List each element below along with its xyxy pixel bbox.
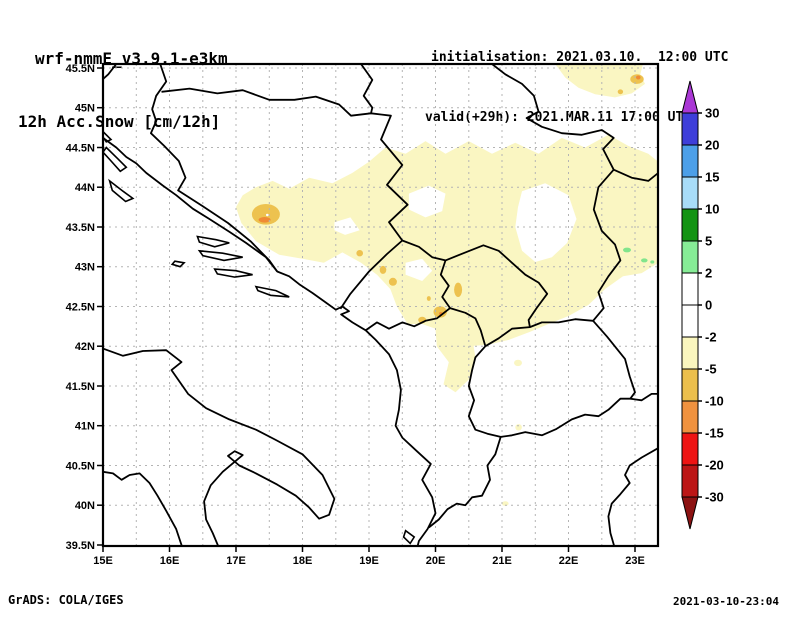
country-borders [103, 64, 658, 529]
svg-text:43.5N: 43.5N [66, 222, 95, 234]
svg-text:43N: 43N [75, 262, 95, 274]
svg-text:-2: -2 [705, 330, 717, 345]
svg-text:-10: -10 [705, 394, 724, 409]
svg-text:23E: 23E [625, 555, 645, 567]
plot-title-block: wrf-nmmE_v3.9.1-e3km 12h Acc.Snow [cm/12… [18, 6, 228, 174]
snow-field-holes [334, 183, 577, 281]
svg-text:41.5N: 41.5N [66, 381, 95, 393]
islands [103, 130, 416, 545]
colorbar-arrow-top [681, 80, 699, 114]
svg-text:10: 10 [705, 202, 719, 217]
axis-labels: 45.5N 45N 44.5N 44N 43.5N 43N 42.5N 42N 41.5N 41N… [66, 63, 645, 567]
svg-text:40.5N: 40.5N [66, 461, 95, 473]
svg-text:-5: -5 [705, 362, 717, 377]
svg-text:-15: -15 [705, 426, 724, 441]
svg-text:17E: 17E [226, 555, 246, 567]
svg-text:21E: 21E [492, 555, 512, 567]
svg-text:42.5N: 42.5N [66, 302, 95, 314]
svg-text:20E: 20E [426, 555, 446, 567]
svg-text:18E: 18E [293, 555, 313, 567]
svg-text:-20: -20 [705, 458, 724, 473]
init-time: initialisation: 2021.03.10. 12:00 UTC [431, 50, 729, 65]
svg-text:20: 20 [705, 138, 719, 153]
svg-text:19E: 19E [359, 555, 379, 567]
svg-text:41N: 41N [75, 421, 95, 433]
svg-text:40N: 40N [75, 500, 95, 512]
plot-timestamp: 2021-03-10-23:04 [673, 595, 779, 608]
svg-text:15: 15 [705, 170, 719, 185]
variable-title: 12h Acc.Snow [cm/12h] [18, 112, 221, 131]
svg-text:22E: 22E [559, 555, 579, 567]
run-info-block: initialisation: 2021.03.10. 12:00 UTC va… [425, 8, 728, 168]
map-frame [101, 62, 660, 548]
svg-text:-30: -30 [705, 490, 724, 505]
coastlines [103, 137, 658, 546]
svg-text:0: 0 [705, 298, 712, 313]
svg-text:44N: 44N [75, 182, 95, 194]
colorbar-arrow-bottom [681, 496, 699, 530]
svg-text:2: 2 [705, 266, 712, 281]
svg-text:15E: 15E [93, 555, 113, 567]
svg-text:5: 5 [705, 234, 712, 249]
svg-text:39.5N: 39.5N [66, 540, 95, 552]
svg-text:44.5N: 44.5N [66, 143, 95, 155]
map-canvas: 45.5N 45N 44.5N 44N 43.5N 43N 42.5N 42N 41.5N 41N… [66, 62, 660, 567]
valid-time: valid(+29h): 2021.MAR.11 17:00 UTC [425, 110, 692, 125]
grads-credit: GrADS: COLA/IGES [8, 593, 124, 607]
svg-text:45.5N: 45.5N [66, 63, 95, 75]
svg-text:16E: 16E [160, 555, 180, 567]
svg-text:42N: 42N [75, 341, 95, 353]
svg-text:30: 30 [705, 106, 719, 121]
snow-field-heavy [251, 74, 655, 324]
svg-text:45N: 45N [75, 103, 95, 115]
